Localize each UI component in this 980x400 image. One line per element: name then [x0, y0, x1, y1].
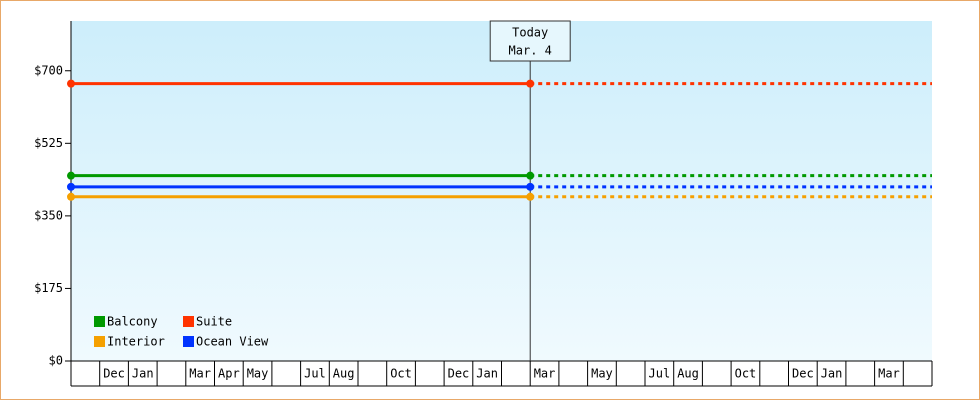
x-tick-label: Mar — [878, 367, 900, 381]
series-marker — [526, 192, 535, 201]
x-tick-label: Jan — [476, 367, 498, 381]
legend-swatch — [183, 316, 194, 327]
x-tick-label: Dec — [792, 367, 814, 381]
legend-swatch — [183, 336, 194, 347]
x-tick-label: Apr — [218, 367, 240, 381]
x-tick-label: Jan — [821, 367, 843, 381]
legend-label: Ocean View — [196, 335, 269, 349]
series-marker — [67, 192, 75, 201]
legend-swatch — [94, 336, 105, 347]
x-tick-label: May — [591, 367, 613, 381]
x-tick-label: Jan — [132, 367, 154, 381]
y-tick-label: $525 — [34, 136, 63, 150]
y-tick-label: $175 — [34, 281, 63, 295]
series-marker — [67, 171, 75, 180]
y-tick-label: $0 — [49, 354, 63, 368]
series-marker — [67, 182, 75, 191]
legend-swatch — [94, 316, 105, 327]
legend-label: Suite — [196, 315, 232, 329]
legend-label: Interior — [107, 335, 165, 349]
x-tick-label: Dec — [103, 367, 125, 381]
x-tick-label: May — [247, 367, 269, 381]
x-tick-label: Oct — [735, 367, 757, 381]
x-tick-label: Mar — [534, 367, 556, 381]
x-tick-label: Mar — [189, 367, 211, 381]
x-tick-label: Jul — [649, 367, 671, 381]
x-tick-label: Oct — [390, 367, 412, 381]
y-tick-label: $350 — [34, 208, 63, 222]
plot-area — [71, 21, 932, 361]
series-marker — [526, 171, 535, 180]
series-marker — [67, 79, 75, 88]
x-tick-label: Aug — [677, 367, 699, 381]
x-tick-label: Dec — [448, 367, 470, 381]
today-date: Mar. 4 — [509, 44, 552, 58]
x-tick-label: Aug — [333, 367, 355, 381]
today-label: Today — [512, 26, 548, 40]
x-tick-label: Jul — [304, 367, 326, 381]
series-marker — [526, 79, 535, 88]
series-marker — [526, 182, 535, 191]
y-tick-label: $700 — [34, 63, 63, 77]
today-box — [489, 20, 571, 62]
legend-label: Balcony — [107, 315, 158, 329]
